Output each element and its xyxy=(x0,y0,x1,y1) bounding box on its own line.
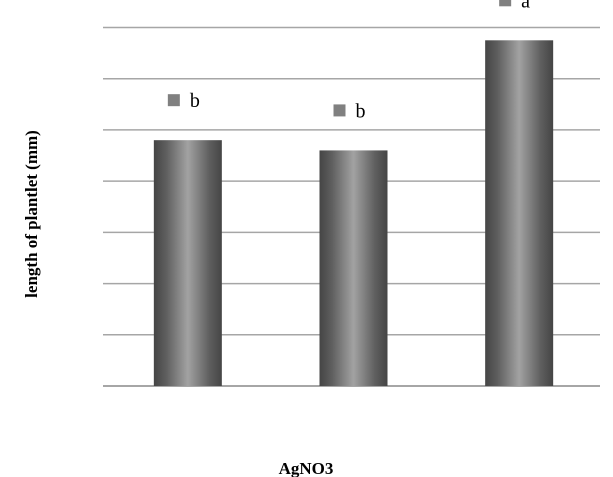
significance-marker xyxy=(499,0,512,7)
significance-letter: b xyxy=(356,100,366,122)
significance-letter: a xyxy=(521,0,530,12)
bar xyxy=(319,150,388,386)
x-axis-label: AgNO3 xyxy=(279,459,334,477)
bars xyxy=(153,40,554,387)
bar xyxy=(153,140,222,386)
significance-marker xyxy=(333,104,346,117)
significance-marker xyxy=(167,94,180,107)
y-axis-label: length of plantlet (mm) xyxy=(22,130,41,298)
significance-letter: b xyxy=(190,90,200,112)
significance-labels: b b a xyxy=(167,0,530,122)
bar xyxy=(485,40,554,387)
